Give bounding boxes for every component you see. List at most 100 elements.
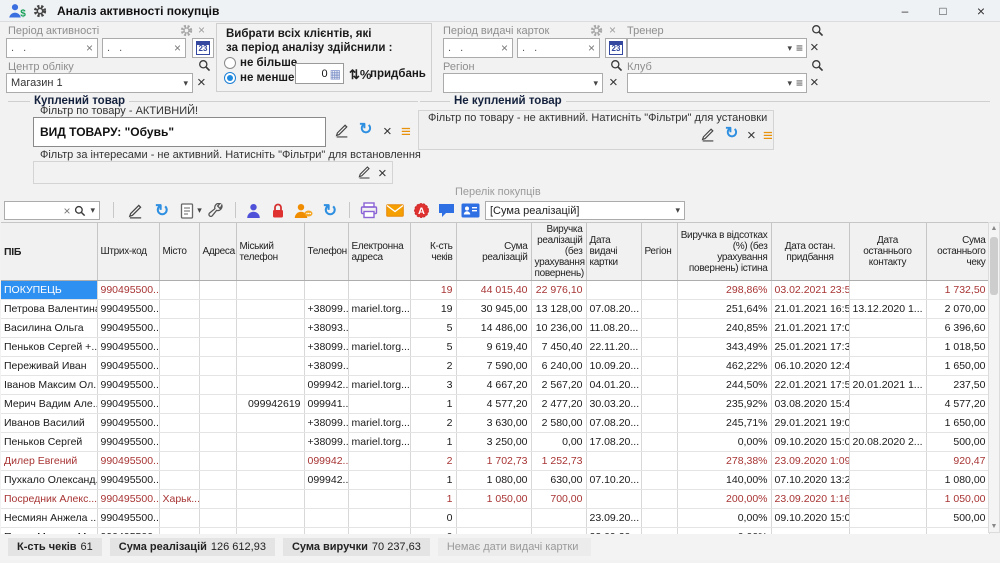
list-select-icon[interactable]: ≡ — [796, 41, 802, 55]
cell-phone[interactable]: 099942... — [304, 471, 348, 490]
cell-checks-count[interactable]: 1 — [410, 433, 456, 452]
cell-revenue-percent[interactable]: 0,00% — [677, 509, 771, 528]
cell-region[interactable] — [641, 338, 677, 357]
cell-checks-count[interactable]: 1 — [410, 395, 456, 414]
cell-sales-sum[interactable] — [456, 509, 531, 528]
cell-last-contact-date[interactable] — [849, 395, 926, 414]
cell-phone[interactable]: 099942... — [304, 452, 348, 471]
period-activity-clear-icon[interactable]: × — [198, 24, 205, 36]
cell-phone[interactable]: +38099... — [304, 433, 348, 452]
cell-last-check-sum[interactable]: 1 080,00 — [926, 471, 989, 490]
cell-pib[interactable]: Пеньков Сергей — [1, 433, 97, 452]
column-header-city-phone[interactable]: Міський телефон — [236, 223, 304, 281]
cell-revenue[interactable]: 2 580,00 — [531, 414, 586, 433]
cell-email[interactable] — [348, 490, 410, 509]
cell-sales-sum[interactable]: 1 080,00 — [456, 471, 531, 490]
date-clear-icon[interactable]: × — [588, 42, 595, 54]
cell-region[interactable] — [641, 319, 677, 338]
radio-no-less[interactable]: не менше — [224, 72, 294, 84]
cell-card-date[interactable]: 04.01.20... — [586, 376, 641, 395]
period-activity-date-to[interactable]: . . × — [102, 38, 186, 58]
cell-sales-sum[interactable]: 9 619,40 — [456, 338, 531, 357]
cell-revenue[interactable]: 10 236,00 — [531, 319, 586, 338]
cell-card-date[interactable] — [586, 490, 641, 509]
cell-city[interactable] — [159, 319, 199, 338]
cell-card-date[interactable]: 07.08.20... — [586, 300, 641, 319]
radio-checked-icon[interactable] — [224, 72, 236, 84]
minimize-button[interactable]: – — [886, 0, 924, 22]
refresh-filter-icon[interactable]: ↻ — [359, 122, 372, 138]
cell-last-check-sum[interactable]: 1 650,00 — [926, 357, 989, 376]
cell-barcode[interactable]: 990495500... — [97, 452, 159, 471]
cell-revenue-percent[interactable]: 244,50% — [677, 376, 771, 395]
sort-field-combo[interactable]: [Сума реалізацій] ▾ — [485, 201, 685, 220]
column-header-region[interactable]: Регіон — [641, 223, 677, 281]
column-header-revenue-percent[interactable]: Виручка в відсотках (%) (без урахування … — [677, 223, 771, 281]
cell-checks-count[interactable]: 1 — [410, 490, 456, 509]
edit-record-button[interactable] — [122, 200, 148, 221]
cell-revenue-percent[interactable]: 298,86% — [677, 281, 771, 300]
cell-pib[interactable]: Мерич Вадим Але... — [1, 395, 97, 414]
cell-card-date[interactable]: 30.03.20... — [586, 395, 641, 414]
cell-checks-count[interactable]: 19 — [410, 300, 456, 319]
refresh-filter-icon[interactable]: ↻ — [725, 126, 738, 142]
cell-revenue[interactable]: 6 240,00 — [531, 357, 586, 376]
cell-address[interactable] — [199, 319, 236, 338]
maximize-button[interactable]: □ — [924, 0, 962, 22]
cell-phone[interactable]: 099942... — [304, 376, 348, 395]
cell-address[interactable] — [199, 376, 236, 395]
cell-barcode[interactable]: 990495500... — [97, 395, 159, 414]
cell-checks-count[interactable]: 0 — [410, 509, 456, 528]
region-combo[interactable]: ▾ — [443, 73, 603, 93]
club-clear-icon[interactable]: × — [810, 75, 819, 90]
period-cards-date-to[interactable]: . . × — [517, 38, 600, 58]
cell-address[interactable] — [199, 471, 236, 490]
cell-phone[interactable]: +38093... — [304, 319, 348, 338]
period-cards-gear-icon[interactable] — [590, 24, 603, 37]
period-cards-clear-icon[interactable]: × — [609, 24, 616, 36]
cell-barcode[interactable]: 990495500... — [97, 471, 159, 490]
cell-last-check-sum[interactable]: 1 050,00 — [926, 490, 989, 509]
tools-button[interactable] — [203, 200, 229, 221]
cell-last-check-sum[interactable]: 237,50 — [926, 376, 989, 395]
cell-pib[interactable]: Пеньков Сергей +... — [1, 338, 97, 357]
cell-checks-count[interactable]: 2 — [410, 414, 456, 433]
table-row[interactable]: Василина Ольга990495500...+38093...514 4… — [1, 319, 989, 338]
filters-list-icon[interactable]: ≡ — [763, 127, 772, 144]
chevron-down-icon[interactable]: ▾ — [787, 43, 792, 54]
cell-sales-sum[interactable]: 30 945,00 — [456, 300, 531, 319]
account-center-search-icon[interactable] — [198, 59, 211, 72]
cell-revenue[interactable] — [531, 509, 586, 528]
cell-region[interactable] — [641, 395, 677, 414]
clear-filter-icon[interactable]: × — [747, 128, 756, 143]
cell-email[interactable]: mariel.torg... — [348, 376, 410, 395]
cell-barcode[interactable]: 990495500... — [97, 338, 159, 357]
cell-last-check-sum[interactable]: 1 732,50 — [926, 281, 989, 300]
cell-barcode[interactable]: 990495500... — [97, 300, 159, 319]
cell-last-purchase-date[interactable]: 23.09.2020 1:09... — [771, 452, 849, 471]
cell-region[interactable] — [641, 300, 677, 319]
cell-last-purchase-date[interactable]: 09.10.2020 15:0... — [771, 433, 849, 452]
cell-sales-sum[interactable]: 14 486,00 — [456, 319, 531, 338]
club-combo[interactable]: ▾ ≡ — [627, 73, 807, 93]
cell-address[interactable] — [199, 452, 236, 471]
cell-city[interactable] — [159, 509, 199, 528]
goods-filter-value[interactable]: ВИД ТОВАРУ: "Обувь" — [33, 117, 326, 147]
contacts-button[interactable] — [457, 200, 483, 221]
period-cards-date-from[interactable]: . . × — [443, 38, 513, 58]
cell-card-date[interactable] — [586, 281, 641, 300]
trainer-search-icon[interactable] — [811, 24, 824, 37]
auto-actions-button[interactable]: A — [408, 200, 434, 221]
table-row[interactable]: Несмиян Анжела ...990495500...023.09.20.… — [1, 509, 989, 528]
cell-revenue[interactable]: 13 128,00 — [531, 300, 586, 319]
cell-region[interactable] — [641, 414, 677, 433]
list-select-icon[interactable]: ≡ — [796, 76, 802, 90]
cell-last-contact-date[interactable]: 20.08.2020 2... — [849, 433, 926, 452]
cell-pib[interactable]: Иванов Василий — [1, 414, 97, 433]
cell-city[interactable] — [159, 395, 199, 414]
cell-pib[interactable]: Посредник Алекс... — [1, 490, 97, 509]
cell-revenue[interactable]: 7 450,40 — [531, 338, 586, 357]
table-row[interactable]: Пеньков Сергей +...990495500...+38099...… — [1, 338, 989, 357]
cell-email[interactable]: mariel.torg... — [348, 433, 410, 452]
cell-last-purchase-date[interactable]: 09.10.2020 15:0... — [771, 509, 849, 528]
